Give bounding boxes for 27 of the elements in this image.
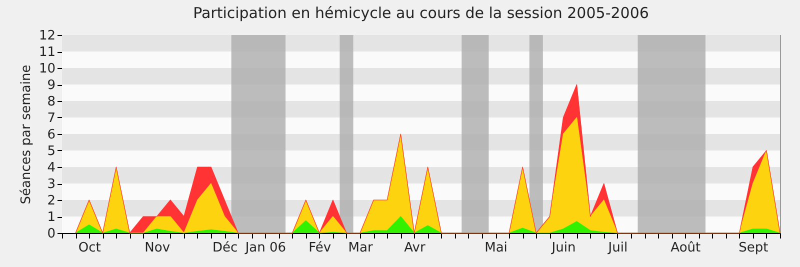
y-tick-label: 12: [38, 28, 56, 44]
y-tick-label: 7: [47, 111, 56, 126]
y-tick-label: 8: [47, 94, 56, 110]
y-tick-label: 10: [38, 62, 56, 76]
y-tick-label: 9: [47, 78, 56, 93]
x-tick-label: Mar: [348, 240, 374, 256]
y-tick-label: 5: [47, 144, 56, 159]
y-axis-title: Séances par semaine: [18, 64, 34, 204]
x-tick-label: Juil: [607, 240, 628, 256]
y-tick-label: 4: [47, 160, 56, 176]
x-tick-label: Août: [670, 240, 701, 256]
y-tick-label: 11: [38, 45, 56, 60]
x-tick-label: Déc: [212, 240, 238, 256]
y-tick-label: 2: [47, 194, 56, 208]
x-tick-label: Oct: [78, 240, 101, 256]
y-tick-label: 3: [47, 177, 56, 192]
y-tick-label: 6: [47, 128, 56, 142]
x-tick-label: Fév: [308, 240, 332, 256]
x-tick-label: Mai: [484, 240, 508, 256]
y-tick-label: 1: [47, 210, 56, 225]
x-tick-label: Sept: [738, 240, 768, 256]
x-tick-label: Nov: [144, 240, 170, 256]
y-tick-label: 0: [47, 226, 56, 242]
x-tick-label: Avr: [404, 240, 426, 256]
chart-title: Participation en hémicycle au cours de la session 2005-2006: [193, 4, 649, 22]
x-tick-label: Juin: [550, 240, 576, 256]
x-tick-label: Jan 06: [244, 240, 286, 256]
